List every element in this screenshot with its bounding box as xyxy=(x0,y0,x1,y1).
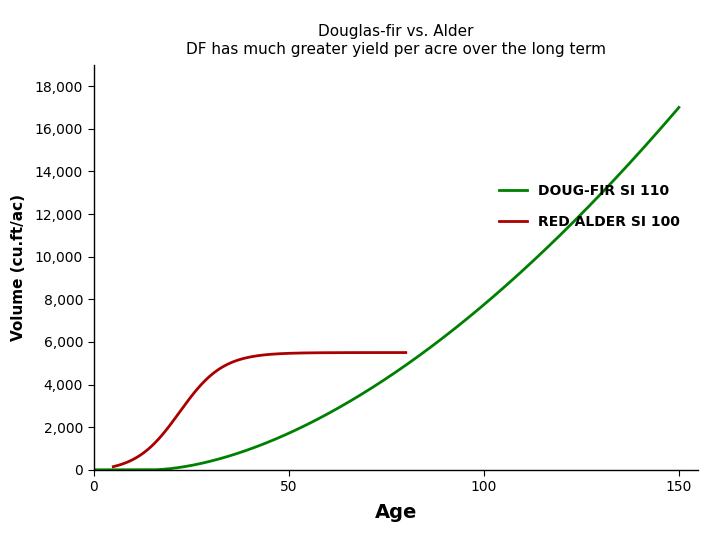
RED ALDER SI 100 xyxy=(311,349,320,356)
Legend: DOUG-FIR SI 110, RED ALDER SI 100: DOUG-FIR SI 110, RED ALDER SI 100 xyxy=(493,179,685,234)
DOUG-FIR SI 110 xyxy=(149,467,158,473)
RED ALDER SI 100 xyxy=(243,354,251,361)
RED ALDER SI 100 xyxy=(281,350,289,357)
DOUG-FIR SI 110 xyxy=(89,467,98,473)
RED ALDER SI 100 xyxy=(135,453,143,459)
DOUG-FIR SI 110 xyxy=(675,104,683,111)
Line: RED ALDER SI 100: RED ALDER SI 100 xyxy=(113,353,406,467)
DOUG-FIR SI 110 xyxy=(347,397,356,403)
X-axis label: Age: Age xyxy=(375,503,417,522)
RED ALDER SI 100 xyxy=(305,349,313,356)
DOUG-FIR SI 110 xyxy=(557,232,565,238)
Y-axis label: Volume (cu.ft/ac): Volume (cu.ft/ac) xyxy=(12,194,27,341)
RED ALDER SI 100 xyxy=(402,349,410,356)
Line: DOUG-FIR SI 110: DOUG-FIR SI 110 xyxy=(94,107,679,470)
DOUG-FIR SI 110 xyxy=(546,242,554,248)
RED ALDER SI 100 xyxy=(109,463,117,470)
DOUG-FIR SI 110 xyxy=(491,292,500,298)
Title: Douglas-fir vs. Alder
DF has much greater yield per acre over the long term: Douglas-fir vs. Alder DF has much greate… xyxy=(186,24,606,57)
RED ALDER SI 100 xyxy=(152,438,161,445)
DOUG-FIR SI 110 xyxy=(326,409,335,416)
